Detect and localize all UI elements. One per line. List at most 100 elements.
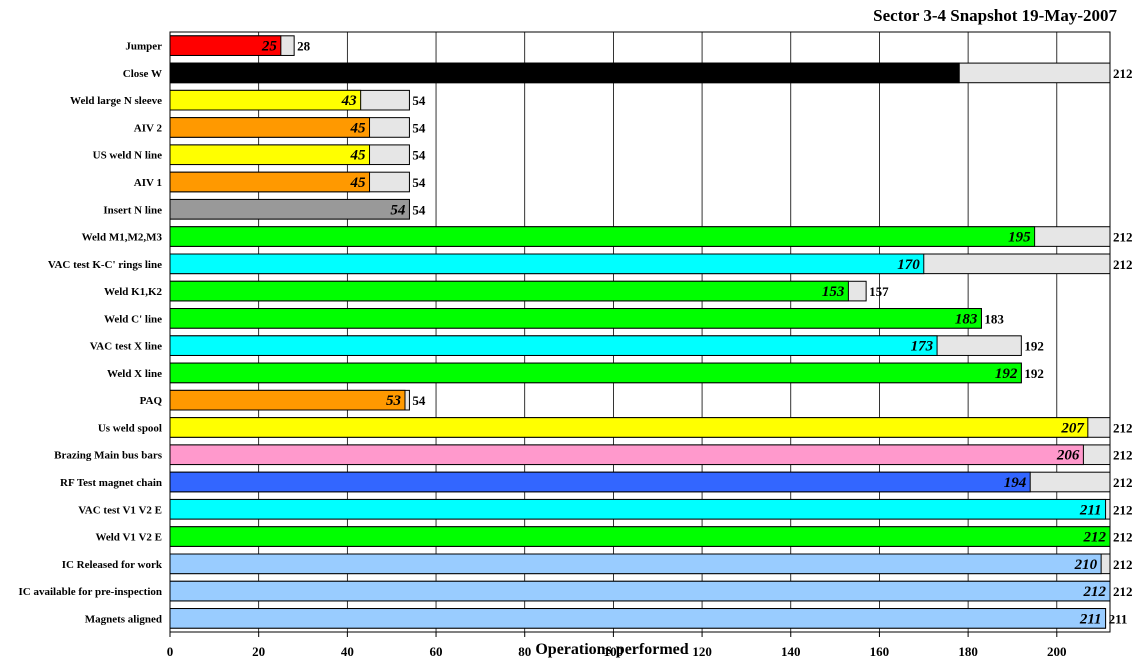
bar-done [169, 526, 1111, 547]
data-label-done: 183 [955, 311, 978, 327]
category-label: Insert N line [103, 204, 162, 216]
data-label-done: 54 [390, 202, 406, 218]
bar-done [169, 580, 1111, 602]
data-label-total: 212 [1113, 448, 1133, 463]
data-label-total: 54 [412, 393, 426, 408]
category-label: US weld N line [93, 150, 162, 162]
data-label-done: 170 [897, 257, 920, 273]
x-tick-label: 200 [1047, 644, 1067, 659]
bar-done [169, 389, 406, 411]
data-label-total: 54 [412, 175, 426, 190]
bar-done [169, 280, 849, 302]
category-label: Weld K1,K2 [104, 286, 163, 298]
bar-done [169, 253, 925, 275]
data-label-total: 211 [1109, 611, 1128, 626]
x-tick-label: 100 [604, 644, 624, 659]
category-label: Brazing Main bus bars [54, 450, 163, 462]
data-label-total: 212 [1113, 557, 1133, 572]
data-label-done: 194 [1004, 475, 1027, 491]
data-label-done: 211 [1079, 611, 1102, 627]
data-label-done: 195 [1008, 230, 1031, 246]
data-label-done: 173 [911, 339, 934, 355]
category-label: Jumper [125, 41, 162, 53]
x-tick-label: 20 [252, 644, 265, 659]
data-label-total: 28 [297, 39, 311, 54]
data-label-total: 212 [1113, 584, 1133, 599]
bar-done [169, 62, 960, 84]
data-label-done: 25 [261, 39, 278, 55]
x-axis: 0 20 40 60 80 100 120 140 160 180 200 [167, 632, 1067, 659]
x-tick-label: 180 [958, 644, 978, 659]
category-label: PAQ [140, 395, 163, 407]
category-label: Weld large N sleeve [70, 95, 162, 107]
data-label-done: 211 [1079, 502, 1102, 518]
bar-done [169, 89, 362, 111]
data-label-done: 210 [1074, 557, 1098, 573]
data-label-done: 45 [350, 120, 367, 136]
bar-done [169, 117, 371, 138]
data-label-total: 212 [1113, 530, 1133, 545]
data-label-done: 212 [1083, 530, 1107, 546]
chart-title: Sector 3-4 Snapshot 19-May-2007 [873, 6, 1117, 25]
data-label-total: 212 [1113, 230, 1133, 245]
data-label-done: 43 [341, 93, 358, 109]
bar-done [169, 471, 1031, 493]
category-label: IC available for pre-inspection [18, 586, 162, 598]
bar-done [169, 226, 1036, 247]
category-label: Us weld spool [98, 422, 162, 434]
bar-done [169, 608, 1107, 629]
data-label-done: 45 [350, 148, 367, 164]
data-label-total: 192 [1024, 339, 1044, 354]
data-label-total: 192 [1024, 366, 1044, 381]
x-tick-label: 60 [430, 644, 443, 659]
bars [169, 35, 1111, 629]
x-tick-label: 120 [692, 644, 712, 659]
data-label-done: 45 [350, 175, 367, 191]
data-label-total: 212 [1113, 502, 1133, 517]
bar-done [169, 335, 938, 356]
category-label: Weld M1,M2,M3 [82, 232, 163, 244]
data-label-done: 207 [1060, 420, 1084, 436]
data-label-total: 54 [412, 202, 426, 217]
data-label-total: 54 [412, 93, 426, 108]
category-label: RF Test magnet chain [60, 477, 162, 489]
x-tick-label: 80 [518, 644, 531, 659]
data-label-total: 212 [1113, 475, 1133, 490]
data-label-total: 212 [1113, 66, 1133, 81]
category-label: IC Released for work [62, 559, 163, 571]
bar-done [169, 144, 371, 166]
bar-done [169, 198, 410, 220]
category-label: AIV 1 [134, 177, 162, 189]
bar-done [169, 308, 982, 329]
bar-done [169, 35, 282, 56]
category-labels: Jumper Close W Weld large N sleeve AIV 2 US … [18, 41, 162, 626]
bar-done [169, 553, 1102, 575]
data-label-total: 54 [412, 148, 426, 163]
category-label: AIV 2 [134, 122, 163, 134]
category-label: Magnets aligned [85, 613, 162, 625]
category-label: VAC test K-C' rings line [48, 259, 162, 271]
data-label-done: 212 [1083, 584, 1107, 600]
category-label: Weld X line [107, 368, 162, 380]
data-label-done: 53 [386, 393, 402, 409]
bar-done [169, 171, 371, 193]
bar-done [169, 417, 1089, 438]
data-label-done: 206 [1056, 448, 1080, 464]
data-label-total: 157 [869, 284, 889, 299]
data-label-total: 54 [412, 120, 426, 135]
data-label-total: 212 [1113, 420, 1133, 435]
category-label: Close W [123, 68, 162, 80]
data-label-total: 183 [984, 311, 1004, 326]
data-label-total: 212 [1113, 257, 1133, 272]
bar-done [169, 444, 1084, 466]
data-label-done: 153 [822, 284, 845, 300]
data-labels: 25 28 178 212 43 54 45 54 45 54 45 54 54 54 195 212 170 2… [261, 39, 1133, 628]
data-label-done: 178 [933, 66, 956, 82]
bar-done [169, 362, 1022, 384]
category-label: VAC test V1 V2 E [78, 504, 162, 516]
category-label: Weld V1 V2 E [95, 532, 162, 544]
x-tick-label: 0 [167, 644, 174, 659]
x-tick-label: 40 [341, 644, 354, 659]
